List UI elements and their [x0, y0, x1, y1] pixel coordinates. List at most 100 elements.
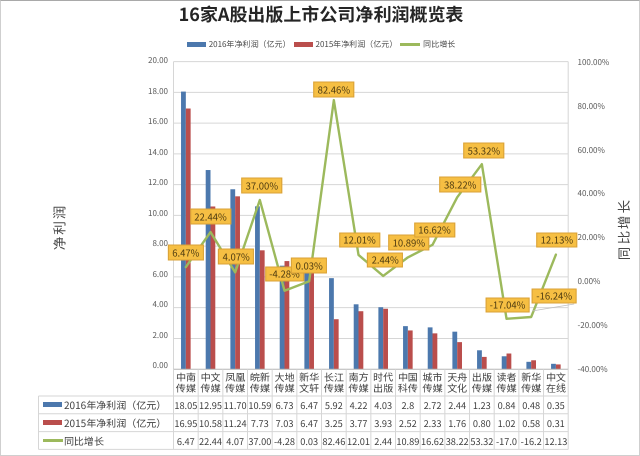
table-cell: 2.44 — [448, 397, 467, 412]
table-cell: 4.03 — [374, 397, 393, 412]
bar-2016 — [378, 307, 384, 370]
right-axis-tick: 80.00% — [577, 100, 605, 112]
bar-2016 — [279, 265, 285, 370]
category-label: 大地 传媒 — [274, 368, 295, 395]
table-cell: 6.73 — [275, 397, 294, 412]
table-row-header: 2016年净利润（亿元） — [64, 397, 167, 413]
bar-2016 — [501, 356, 507, 370]
growth-data-label: 12.13% — [536, 232, 578, 248]
left-axis-tick: 18.00 — [148, 85, 168, 97]
bar-2015 — [358, 311, 364, 370]
left-axis-tick: 8.00 — [152, 238, 168, 249]
category-label: 读者 传媒 — [496, 368, 517, 395]
growth-data-label: -17.04% — [485, 297, 530, 313]
growth-data-label: 4.07% — [218, 248, 255, 265]
table-cell: 12.01 — [347, 433, 370, 448]
bar-2016 — [526, 361, 532, 370]
bar-2015 — [235, 196, 240, 370]
bar-2015 — [531, 360, 536, 370]
bar-2015 — [259, 250, 265, 370]
right-axis-tick: 60.00% — [577, 144, 605, 156]
left-axis-tick: 14.00 — [148, 146, 168, 158]
right-axis-tick: -40.00% — [577, 363, 608, 375]
bar-2016 — [427, 327, 433, 370]
left-axis-tick: 2.00 — [152, 329, 168, 341]
table-cell: 1.23 — [472, 397, 491, 412]
growth-data-label: 53.32% — [463, 142, 505, 159]
table-cell: 0.48 — [522, 397, 541, 412]
category-label: 长江 传媒 — [323, 368, 344, 395]
table-cell: 4.07 — [226, 433, 245, 448]
table-cell: -17.0 — [495, 433, 518, 448]
bar-2015 — [284, 261, 290, 370]
table-cell: 2.44 — [374, 433, 393, 448]
table-cell: 53.32 — [470, 433, 494, 448]
table-cell: 11.24 — [223, 415, 247, 430]
table-cell: 0.31 — [546, 415, 565, 430]
table-cell: 12.13 — [544, 433, 568, 448]
table-cell: 0.03 — [300, 433, 319, 448]
right-axis-tick: 0.00% — [577, 276, 601, 287]
growth-data-label: -16.24% — [531, 288, 577, 304]
left-axis-tick: 20.00 — [148, 55, 168, 66]
legend-swatch-growth — [400, 43, 421, 46]
right-axis-title: 同比增长 — [613, 198, 633, 260]
table-cell: 7.03 — [275, 415, 294, 430]
bar-2015 — [432, 333, 438, 370]
chart-legend: 2016年净利润（亿元） 2015年净利润（亿元） 同比增长 — [1, 38, 639, 51]
table-cell: 1.02 — [497, 415, 516, 430]
bar-2015 — [481, 356, 487, 370]
table-cell: 0.80 — [472, 415, 491, 430]
table-cell: 10.58 — [199, 415, 222, 430]
category-label: 凤凰 传媒 — [225, 368, 246, 395]
category-label: 出版 传媒 — [471, 368, 492, 395]
bar-2016 — [477, 350, 482, 370]
legend-item-2015[interactable]: 2015年净利润（亿元） — [293, 39, 398, 50]
bar-2016 — [329, 278, 334, 370]
category-label: 天舟 文化 — [447, 368, 468, 395]
growth-data-label: 16.62% — [413, 222, 456, 238]
table-cell: 12.95 — [199, 397, 222, 412]
table-cell: 3.77 — [349, 415, 368, 430]
table-cell: 2.52 — [398, 415, 417, 430]
legend-label-2016: 2016年净利润（亿元） — [208, 39, 291, 50]
table-cell: 1.76 — [448, 415, 467, 430]
right-axis-tick: 100.00% — [577, 57, 610, 68]
legend-swatch-2016 — [186, 42, 206, 47]
table-cell: 6.47 — [300, 415, 319, 430]
chart-title: 16家A股出版上市公司净利润概览表 — [178, 1, 464, 27]
growth-data-label: 12.01% — [338, 232, 381, 248]
table-cell: 11.70 — [223, 397, 247, 412]
left-axis-tick: 10.00 — [148, 207, 168, 219]
right-axis-tick: -20.00% — [577, 319, 608, 331]
bar-2016 — [452, 331, 458, 370]
left-axis-tick: 6.00 — [152, 268, 168, 280]
legend-item-2016[interactable]: 2016年净利润（亿元） — [186, 39, 291, 50]
table-cell: 0.84 — [497, 397, 516, 412]
table-cell: 0.58 — [522, 415, 541, 430]
table-cell: -16.2 — [520, 433, 542, 448]
table-cell: 3.25 — [324, 415, 343, 430]
bar-2016 — [255, 206, 260, 370]
table-cell: 2.8 — [401, 397, 415, 412]
table-cell: 6.47 — [176, 433, 195, 448]
growth-line — [184, 98, 558, 320]
category-label: 南方 传媒 — [348, 368, 369, 395]
bar-2015 — [555, 364, 561, 370]
table-cell: 3.93 — [374, 415, 393, 430]
table-cell: 16.95 — [174, 415, 198, 430]
legend-label-2015: 2015年净利润（亿元） — [315, 39, 398, 50]
bar-2016 — [551, 363, 556, 370]
table-cell: 18.05 — [174, 397, 198, 412]
bar-2016 — [205, 170, 211, 370]
table-key-swatch — [42, 439, 63, 442]
legend-item-growth[interactable]: 同比增长 — [400, 39, 455, 50]
left-axis-title: 净利润 — [48, 203, 69, 251]
table-cell: -4.28 — [273, 433, 296, 448]
category-label: 中文 在线 — [545, 368, 566, 395]
category-label: 中国 科传 — [397, 368, 418, 395]
right-axis-tick: 40.00% — [577, 188, 605, 200]
legend-label-growth: 同比增长 — [423, 39, 456, 50]
